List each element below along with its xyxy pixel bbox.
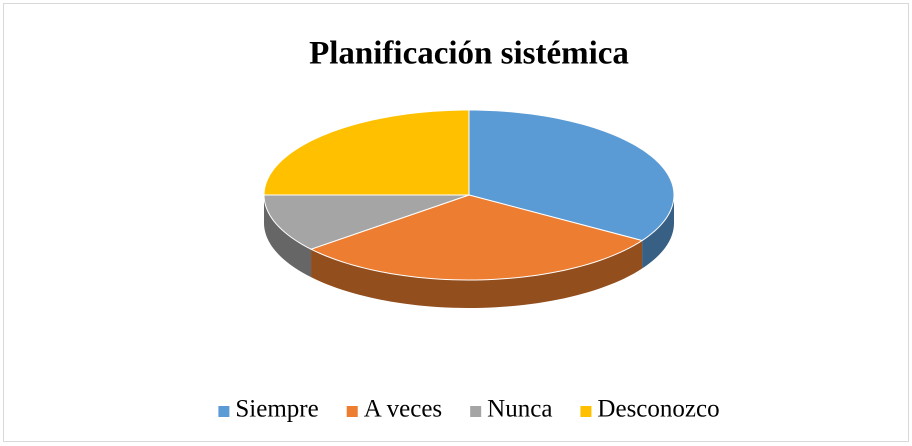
pie xyxy=(263,109,675,308)
legend-label: Siempre xyxy=(235,396,318,423)
pie-slice-side xyxy=(264,195,312,278)
pie-slice xyxy=(263,109,470,196)
pie-slice xyxy=(263,194,470,250)
pie-slice-side xyxy=(642,195,674,269)
legend-label: Desconozco xyxy=(597,396,719,423)
legend-swatch xyxy=(580,406,592,417)
legend-swatch xyxy=(346,406,358,417)
legend-swatch xyxy=(470,406,482,417)
pie-slice xyxy=(309,194,644,281)
legend-label: A veces xyxy=(364,396,442,423)
legend: Siempre A veces Nunca Desconozco xyxy=(218,396,720,423)
legend-label: Nunca xyxy=(487,396,552,423)
chart-title: Planificación sistémica xyxy=(309,36,629,72)
legend-swatch xyxy=(218,406,230,417)
pie-slice-side xyxy=(311,240,643,308)
pie-slice xyxy=(468,109,675,242)
